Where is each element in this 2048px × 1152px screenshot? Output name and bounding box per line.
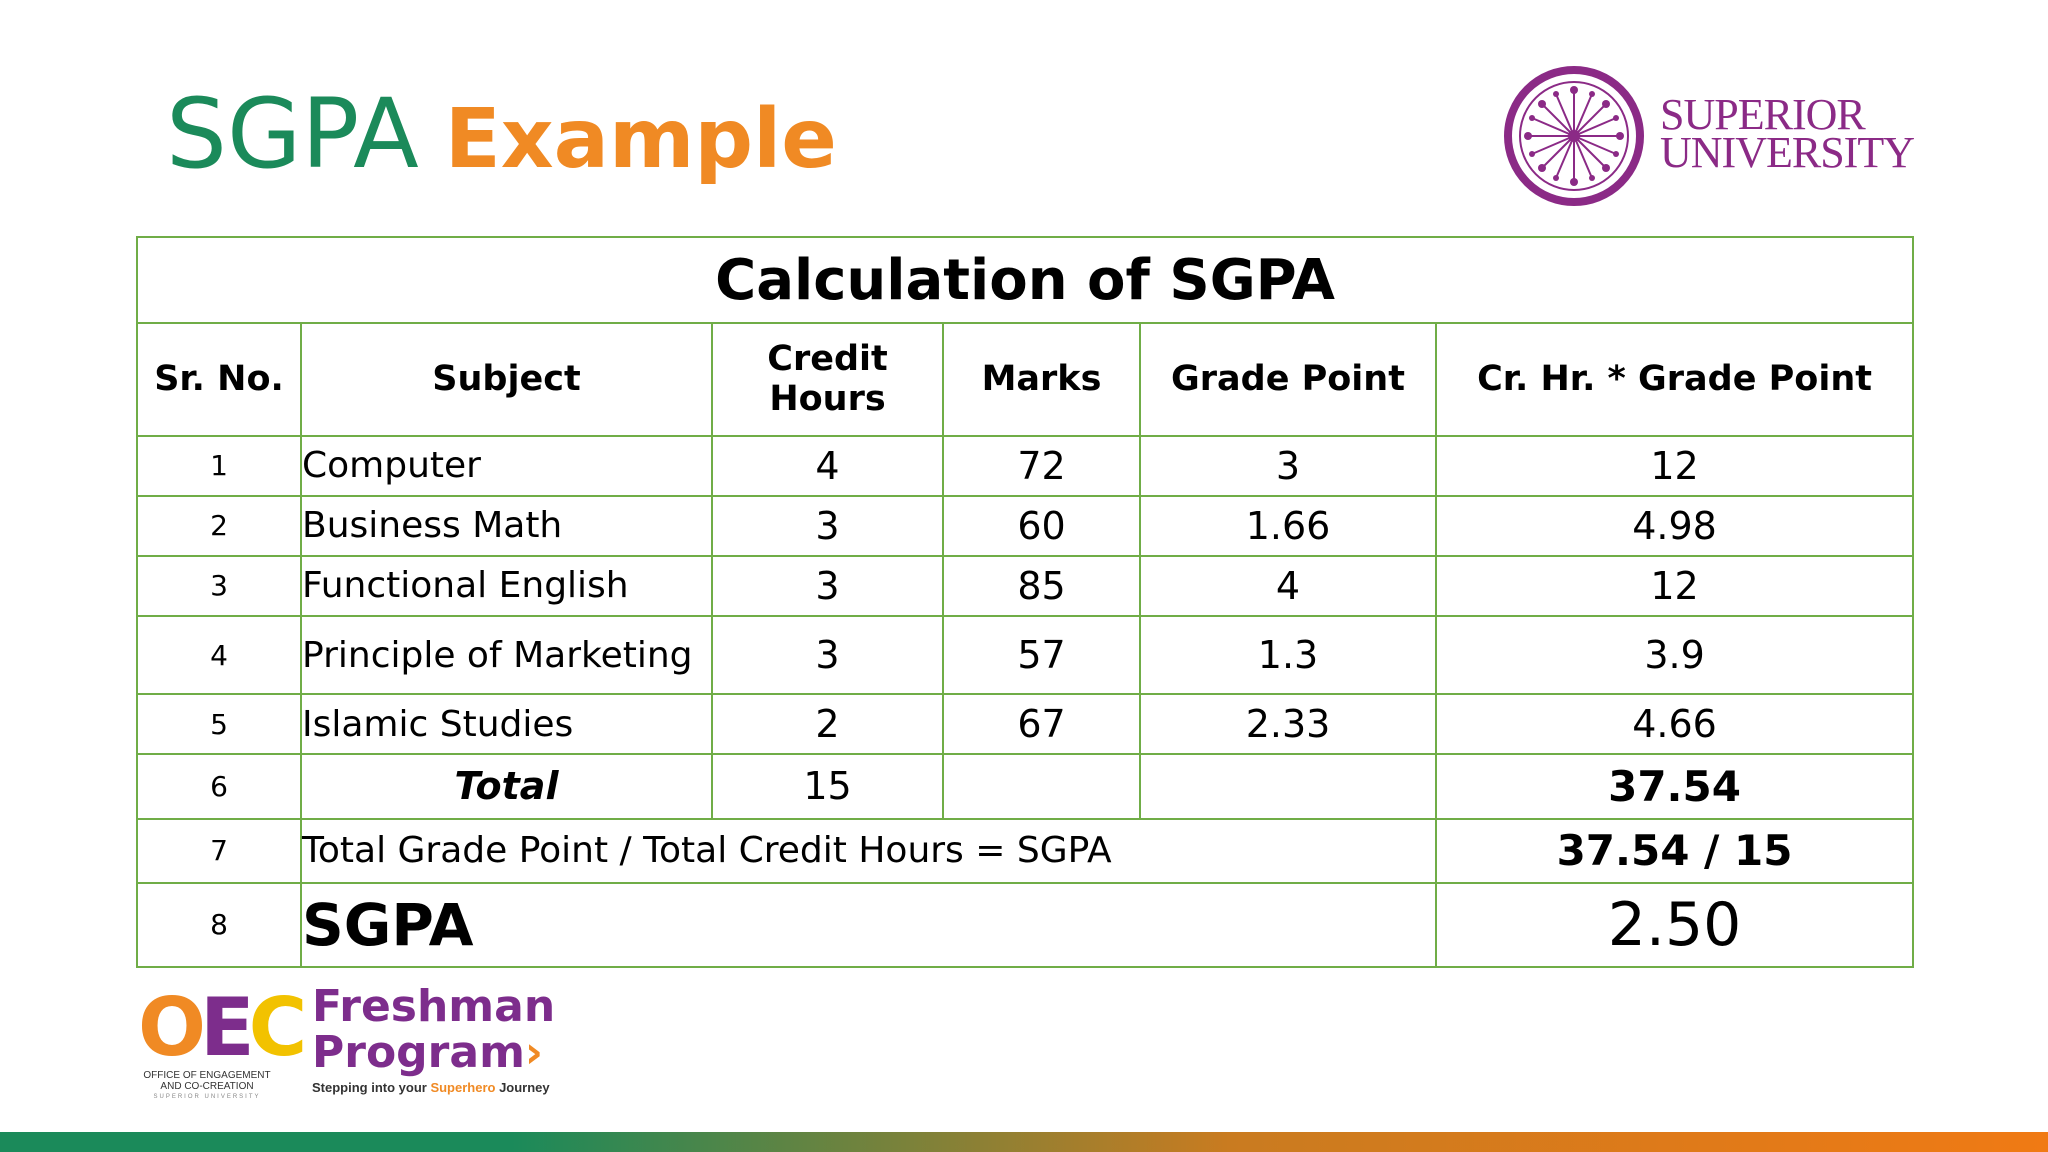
cell-subject: Functional English bbox=[300, 554, 713, 618]
cell-grade-point: 2.33 bbox=[1139, 693, 1437, 756]
cell-sr: 3 bbox=[136, 554, 302, 618]
freshman-program-logo: Freshman Program› Stepping into your Sup… bbox=[312, 981, 556, 1096]
table-row: 2 Business Math 3 60 1.66 4.98 bbox=[136, 494, 1915, 557]
cell-sr: 5 bbox=[136, 693, 302, 756]
cell-credit: 3 bbox=[711, 614, 944, 696]
oec-subtitle: OFFICE OF ENGAGEMENT AND CO-CREATION SUP… bbox=[142, 1070, 272, 1103]
total-label: Total bbox=[300, 753, 713, 820]
cell-credit: 4 bbox=[711, 434, 944, 497]
sgpa-table: Calculation of SGPA Sr. No. Subject Cred… bbox=[135, 235, 1915, 969]
formula-value: 37.54 / 15 bbox=[1434, 817, 1915, 884]
cell-sr: 7 bbox=[136, 817, 302, 884]
cell-grade-point: 3 bbox=[1139, 434, 1437, 497]
university-name-line2: UNIVERSITY bbox=[1660, 128, 1915, 177]
cell-subject: Business Math bbox=[300, 494, 713, 557]
table-row: 1 Computer 4 72 3 12 bbox=[136, 434, 1915, 497]
freshman-line2: Program bbox=[312, 1027, 525, 1078]
table-row: 3 Functional English 3 85 4 12 bbox=[136, 554, 1915, 618]
cell-marks: 57 bbox=[942, 614, 1141, 696]
title-example: Example bbox=[444, 92, 837, 187]
freshman-line1: Freshman bbox=[312, 981, 556, 1032]
formula-label: Total Grade Point / Total Credit Hours =… bbox=[300, 817, 1437, 884]
cell-sr: 8 bbox=[136, 881, 302, 969]
header-sr-no: Sr. No. bbox=[136, 322, 302, 437]
cell-grade-point: 1.66 bbox=[1139, 494, 1437, 557]
cell-credit: 2 bbox=[711, 693, 944, 756]
cell-product: 3.9 bbox=[1434, 614, 1915, 696]
tagline-suffix: Journey bbox=[495, 1080, 550, 1095]
cell-marks: 60 bbox=[942, 494, 1141, 557]
total-row: 6 Total 15 37.54 bbox=[136, 753, 1915, 820]
slide-title: SGPA Example bbox=[166, 78, 837, 190]
table-row: 4 Principle of Marketing 3 57 1.3 3.9 bbox=[136, 614, 1915, 696]
bottom-gradient-bar bbox=[0, 1132, 2048, 1152]
cell-marks: 67 bbox=[942, 693, 1141, 756]
header-subject: Subject bbox=[300, 322, 713, 437]
oec-letter-o: O bbox=[138, 981, 206, 1074]
cell-product: 4.98 bbox=[1434, 494, 1915, 557]
oec-sub-line2: AND CO-CREATION bbox=[160, 1081, 254, 1092]
sgpa-value: 2.50 bbox=[1434, 881, 1915, 969]
cell-subject: Principle of Marketing bbox=[300, 614, 713, 696]
cell-marks: 72 bbox=[942, 434, 1141, 497]
superior-university-logo: SUPERIOR UNIVERSITY bbox=[1502, 62, 1922, 212]
tagline-highlight: Superhero bbox=[430, 1080, 496, 1095]
header-crhr-grade-point: Cr. Hr. * Grade Point bbox=[1434, 322, 1915, 437]
oec-letter-e: E bbox=[200, 981, 255, 1074]
cell-sr: 1 bbox=[136, 434, 302, 497]
cell-grade-point: 1.3 bbox=[1139, 614, 1437, 696]
cell-product: 12 bbox=[1434, 554, 1915, 618]
cell-product: 4.66 bbox=[1434, 693, 1915, 756]
freshman-tagline: Stepping into your Superhero Journey bbox=[312, 1080, 552, 1095]
table-caption: Calculation of SGPA bbox=[135, 235, 1915, 325]
freshman-line2-wrap: Program› bbox=[312, 1030, 552, 1076]
cell-credit: 3 bbox=[711, 494, 944, 557]
cell-sr: 6 bbox=[136, 753, 302, 820]
formula-row: 7 Total Grade Point / Total Credit Hours… bbox=[136, 817, 1915, 884]
header-grade-point: Grade Point bbox=[1139, 322, 1437, 437]
title-sgpa: SGPA bbox=[166, 78, 419, 190]
cell-subject: Islamic Studies bbox=[300, 693, 713, 756]
cell-sr: 2 bbox=[136, 494, 302, 557]
total-credit-hours: 15 bbox=[711, 753, 944, 820]
cell-sr: 4 bbox=[136, 614, 302, 696]
table-header-row: Sr. No. Subject Credit Hours Marks Grade… bbox=[136, 322, 1915, 437]
cell-product: 12 bbox=[1434, 434, 1915, 497]
cell-subject: Computer bbox=[300, 434, 713, 497]
total-grade-points: 37.54 bbox=[1434, 753, 1915, 820]
cell-empty bbox=[942, 753, 1141, 820]
oec-sub-line1: OFFICE OF ENGAGEMENT bbox=[143, 1070, 271, 1081]
oec-sub-line3: SUPERIOR UNIVERSITY bbox=[153, 1094, 261, 1100]
oec-logo: OEC OFFICE OF ENGAGEMENT AND CO-CREATION… bbox=[138, 986, 307, 1101]
chevron-right-icon: › bbox=[524, 1027, 544, 1078]
cell-credit: 3 bbox=[711, 554, 944, 618]
cell-grade-point: 4 bbox=[1139, 554, 1437, 618]
oec-letter-c: C bbox=[248, 981, 308, 1074]
university-name: SUPERIOR UNIVERSITY bbox=[1660, 90, 1915, 177]
sgpa-label: SGPA bbox=[300, 881, 1437, 969]
table-row: 5 Islamic Studies 2 67 2.33 4.66 bbox=[136, 693, 1915, 756]
university-name-line1: SUPERIOR bbox=[1660, 90, 1866, 139]
header-credit-hours: Credit Hours bbox=[711, 322, 944, 437]
cell-marks: 85 bbox=[942, 554, 1141, 618]
cell-empty bbox=[1139, 753, 1437, 820]
university-seal-icon bbox=[1504, 66, 1644, 206]
oec-letters: OEC bbox=[138, 986, 307, 1070]
header-marks: Marks bbox=[942, 322, 1141, 437]
tagline-prefix: Stepping into your bbox=[312, 1080, 431, 1095]
sgpa-row: 8 SGPA 2.50 bbox=[136, 881, 1915, 969]
